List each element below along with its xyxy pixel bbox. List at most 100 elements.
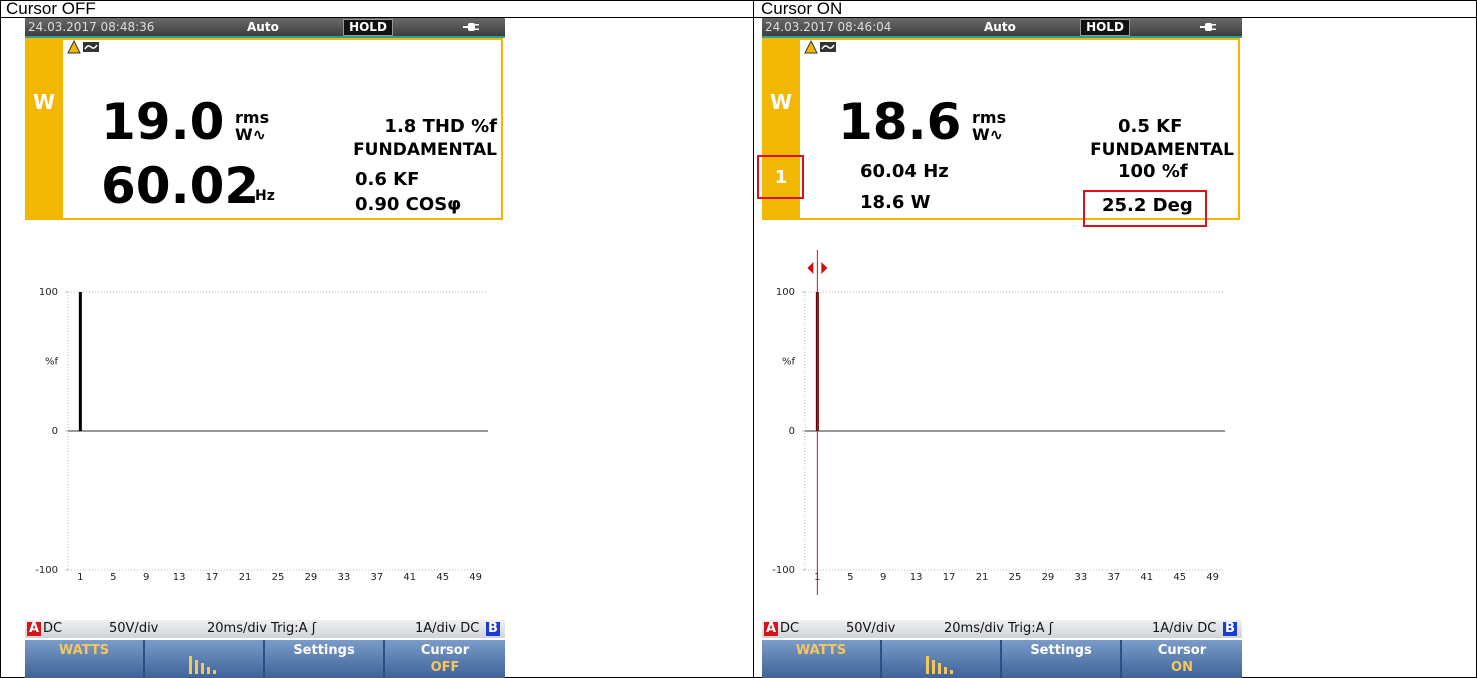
device-screen: 24.03.2017 08:48:36 Auto HOLD W 19.0 rms… xyxy=(25,18,505,678)
harmonics-button[interactable] xyxy=(882,640,1000,678)
function-strip xyxy=(762,38,800,220)
left-bottom: 18.6 W xyxy=(860,192,931,213)
y-tick-label: 100 xyxy=(39,287,58,298)
mode: Auto xyxy=(247,20,279,34)
function-label: W xyxy=(32,90,56,114)
x-tick-label: 29 xyxy=(1042,572,1055,583)
channel-b: B xyxy=(486,622,500,636)
right-top: 0.5 KF xyxy=(1118,116,1183,137)
main-unit-bottom: W∿ xyxy=(235,125,267,144)
y-tick-label: 100 xyxy=(776,287,795,298)
a-scale: 50V/div xyxy=(846,621,896,636)
x-tick-label: 49 xyxy=(1206,572,1219,583)
x-tick-label: 25 xyxy=(272,572,285,583)
softkey-bar: WATTS Settings Cursor ON xyxy=(762,640,1242,678)
x-tick-label: 17 xyxy=(943,572,956,583)
second-unit: Hz xyxy=(255,188,275,204)
plug-icon xyxy=(1200,23,1216,31)
x-tick-label: 17 xyxy=(206,572,219,583)
x-tick-label: 29 xyxy=(305,572,318,583)
y-tick-label: -100 xyxy=(772,565,795,576)
cursor-state: OFF xyxy=(430,660,460,675)
right-sub: FUNDAMENTAL xyxy=(353,140,497,160)
x-tick-label: 13 xyxy=(910,572,923,583)
hold-badge: HOLD xyxy=(1080,19,1130,36)
settings-button[interactable]: Settings xyxy=(1002,640,1120,678)
hold-badge: HOLD xyxy=(343,19,393,36)
y-tick-label: 0 xyxy=(789,426,795,437)
cursor-arrow-left xyxy=(807,262,814,274)
main-value: 18.6 xyxy=(838,93,962,151)
cursor-label: Cursor xyxy=(1157,643,1207,658)
channel-a: A xyxy=(764,621,778,636)
x-tick-label: 45 xyxy=(1173,572,1186,583)
cursor-arrow-right xyxy=(821,262,828,274)
right-bottom: 0.90 COSφ xyxy=(355,194,462,215)
mode: Auto xyxy=(984,20,1016,34)
status-bar: 24.03.2017 08:46:04 Auto HOLD xyxy=(762,18,1242,36)
x-tick-label: 5 xyxy=(847,572,853,583)
harmonics-icon xyxy=(189,656,216,674)
x-tick-label: 45 xyxy=(436,572,449,583)
x-tick-label: 41 xyxy=(1140,572,1153,583)
timebase: 20ms/div Trig:A ʃ xyxy=(207,621,317,636)
device-screen: 24.03.2017 08:46:04 Auto HOLD W 1 18.6 r… xyxy=(757,18,1242,678)
x-tick-label: 37 xyxy=(1107,572,1120,583)
x-tick-label: 21 xyxy=(976,572,989,583)
harmonics-icon xyxy=(926,656,953,674)
main-unit-top: rms xyxy=(972,108,1007,127)
column-header: Cursor ON xyxy=(761,0,843,18)
left-mid: 60.04 Hz xyxy=(860,161,949,182)
reading-box xyxy=(25,38,503,220)
harmonics-button[interactable] xyxy=(145,640,263,678)
second-value: 60.02 xyxy=(101,157,260,215)
watts-button[interactable]: WATTS xyxy=(25,640,143,678)
function-strip xyxy=(25,38,63,220)
footer-bar: A DC 50V/div 20ms/div Trig:A ʃ 1A/div DC… xyxy=(762,620,1242,638)
highlight-box xyxy=(1083,190,1207,227)
main-unit-bottom: W∿ xyxy=(972,125,1004,144)
a-coupling: DC xyxy=(780,621,800,636)
a-scale: 50V/div xyxy=(109,621,159,636)
cursor-harmonic: 1 xyxy=(774,167,788,188)
reading-box xyxy=(762,38,1240,220)
cursor-button[interactable]: Cursor ON xyxy=(1122,640,1242,678)
datetime: 24.03.2017 08:46:04 xyxy=(765,20,892,34)
x-tick-label: 1 xyxy=(77,572,83,583)
x-tick-label: 25 xyxy=(1009,572,1022,583)
right-mid: 100 %f xyxy=(1118,161,1188,182)
x-tick-label: 21 xyxy=(239,572,252,583)
right-bottom: 25.2 Deg xyxy=(1102,195,1193,216)
right-top: 1.8 THD %f xyxy=(384,116,497,137)
function-label: W xyxy=(769,90,793,114)
datetime: 24.03.2017 08:48:36 xyxy=(28,20,155,34)
main-value: 19.0 xyxy=(101,93,225,151)
highlight-box xyxy=(757,155,804,199)
timebase: 20ms/div Trig:A ʃ xyxy=(944,621,1054,636)
a-coupling: DC xyxy=(43,621,63,636)
x-tick-label: 33 xyxy=(1075,572,1088,583)
footer-bar: A DC 50V/div 20ms/div Trig:A ʃ 1A/div DC… xyxy=(25,620,505,638)
settings-button[interactable]: Settings xyxy=(265,640,383,678)
x-tick-label: 41 xyxy=(403,572,416,583)
x-tick-label: 9 xyxy=(880,572,886,583)
harmonic-bar xyxy=(78,292,82,431)
warning-icons xyxy=(804,40,836,54)
y-tick-label: 0 xyxy=(52,426,58,437)
softkey-bar: WATTS Settings Cursor OFF xyxy=(25,640,505,678)
warning-icons xyxy=(67,40,99,54)
main-unit-top: rms xyxy=(235,108,270,127)
y-axis-label: %f xyxy=(45,357,59,368)
cursor-state: ON xyxy=(1171,660,1193,675)
channel-a: A xyxy=(27,621,41,636)
watts-button[interactable]: WATTS xyxy=(762,640,880,678)
row-divider xyxy=(0,17,1477,18)
x-tick-label: 5 xyxy=(110,572,116,583)
x-tick-label: 33 xyxy=(338,572,351,583)
b-scale: 1A/div DC xyxy=(1152,621,1217,636)
cursor-button[interactable]: Cursor OFF xyxy=(385,640,505,678)
right-sub: FUNDAMENTAL xyxy=(1090,140,1234,160)
